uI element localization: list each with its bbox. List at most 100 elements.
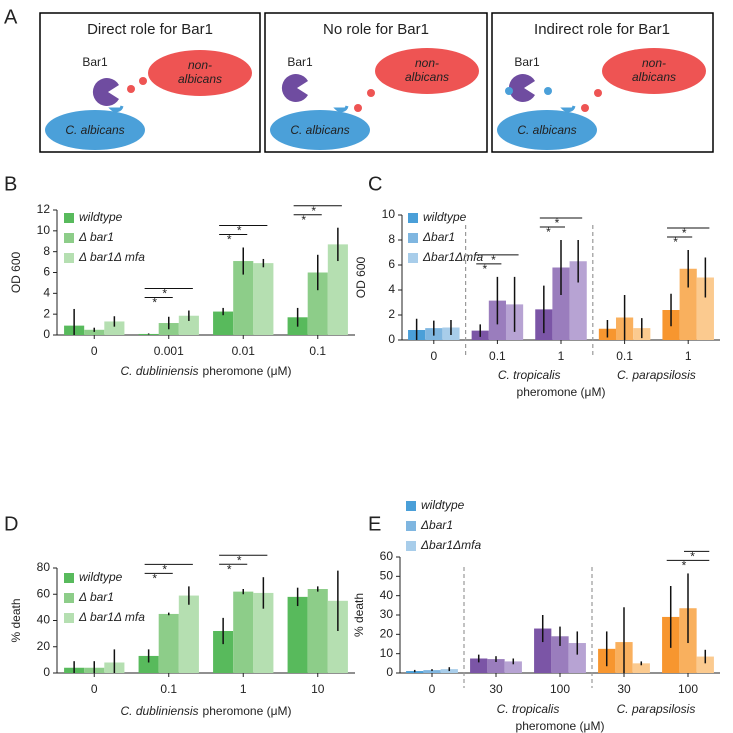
significance-label: * — [555, 216, 560, 230]
receptor — [560, 105, 576, 113]
x-tick-label: 100 — [550, 682, 570, 696]
model-box: No role for Bar1 non- albicans C. albica… — [264, 12, 488, 153]
x-axis-label-species: C. dubliniensis — [121, 704, 199, 718]
box-title: Direct role for Bar1 — [87, 21, 213, 38]
significance-label: * — [673, 235, 678, 249]
legend-label: Δbar1Δmfa — [422, 250, 483, 264]
pheromone — [127, 85, 135, 93]
legend-swatch — [64, 233, 74, 243]
panel-label: A — [4, 6, 18, 28]
albicans-cell — [497, 110, 597, 150]
x-tick-label: 0 — [430, 349, 437, 363]
legend-swatch — [64, 573, 74, 583]
significance-label: * — [152, 572, 157, 586]
bar — [233, 591, 254, 673]
significance-label: * — [237, 224, 242, 238]
pheromone — [594, 89, 602, 97]
bar — [423, 670, 441, 673]
y-axis-label: OD 600 — [9, 251, 23, 293]
significance-label: * — [162, 563, 167, 577]
y-tick-label: 0 — [43, 327, 50, 341]
y-axis-label: % death — [352, 593, 366, 637]
cell-label: C. albicans — [517, 123, 576, 137]
x-tick-label: 1 — [558, 349, 565, 363]
panel-label: B — [4, 173, 17, 195]
bar — [696, 277, 714, 340]
non-albicans-cell — [602, 48, 706, 94]
bar — [534, 628, 552, 673]
cell-label: albicans — [405, 70, 449, 84]
enzyme-label: Bar1 — [514, 55, 540, 69]
y-axis-label: % death — [9, 598, 23, 642]
bar — [504, 661, 522, 673]
x-tick-label: 1 — [240, 682, 247, 696]
box — [264, 12, 488, 153]
y-tick-label: 10 — [380, 646, 394, 660]
x-tick-label: 1 — [685, 349, 692, 363]
cell-label: albicans — [178, 72, 222, 86]
box-title: Indirect role for Bar1 — [534, 21, 670, 38]
bar1-enzyme — [92, 78, 119, 107]
x-tick-label: 0.1 — [616, 349, 633, 363]
y-tick-label: 0 — [43, 665, 50, 679]
non-albicans-cell — [148, 50, 252, 96]
x-tick-label: 0 — [429, 682, 436, 696]
x-tick-label: 0.01 — [232, 344, 256, 358]
significance-label: * — [227, 562, 232, 576]
x-tick-label: 30 — [489, 682, 503, 696]
bar — [138, 333, 159, 335]
bar — [213, 631, 234, 673]
x-axis-label: pheromone (μM) — [517, 385, 606, 399]
box — [39, 12, 261, 153]
cell-label: non- — [642, 56, 666, 70]
significance-label: * — [482, 262, 487, 276]
albicans-cell — [45, 110, 145, 150]
legend-swatch — [64, 213, 74, 223]
y-tick-label: 10 — [382, 207, 396, 221]
model-box: Direct role for Bar1 non- albicans C. al… — [39, 12, 261, 153]
legend-swatch — [64, 253, 74, 263]
bar1-enzyme — [281, 74, 308, 102]
y-tick-label: 0 — [386, 665, 393, 679]
bar — [233, 261, 254, 335]
significance-label: * — [237, 553, 242, 567]
legend-swatch — [64, 613, 74, 623]
bar — [287, 596, 308, 673]
enzyme-label: Bar1 — [82, 55, 108, 69]
bar — [104, 321, 125, 335]
y-tick-label: 2 — [388, 307, 395, 321]
bar — [307, 272, 328, 335]
group-label: C. tropicalis — [497, 702, 560, 716]
panel-label: E — [368, 513, 381, 535]
bar — [327, 244, 348, 335]
cell-label: non- — [188, 58, 212, 72]
bar — [178, 315, 199, 335]
cell-label: C. albicans — [65, 123, 124, 137]
y-tick-label: 6 — [43, 265, 50, 279]
panel-label: D — [4, 513, 18, 535]
significance-label: * — [301, 213, 306, 227]
legend-label: Δbar1 — [422, 230, 455, 244]
legend-label: Δbar1Δmfa — [420, 538, 481, 552]
legend-swatch — [64, 593, 74, 603]
x-tick-label: 0 — [91, 344, 98, 358]
y-tick-label: 4 — [388, 282, 395, 296]
significance-label: * — [491, 253, 496, 267]
legend-label: wildtype — [421, 498, 465, 512]
receptor — [108, 105, 124, 113]
bar — [84, 329, 105, 335]
bar — [487, 659, 505, 673]
legend-swatch — [406, 521, 416, 531]
pheromone — [367, 89, 375, 97]
y-tick-label: 30 — [380, 607, 394, 621]
legend-swatch — [406, 541, 416, 551]
x-axis-label: pheromone (μM) — [516, 719, 605, 733]
y-tick-label: 0 — [388, 332, 395, 346]
pheromone — [354, 104, 362, 112]
x-tick-label: 30 — [617, 682, 631, 696]
significance-label: * — [682, 226, 687, 240]
group-label: C. tropicalis — [498, 368, 561, 382]
bar — [253, 592, 274, 673]
legend-swatch — [408, 213, 418, 223]
